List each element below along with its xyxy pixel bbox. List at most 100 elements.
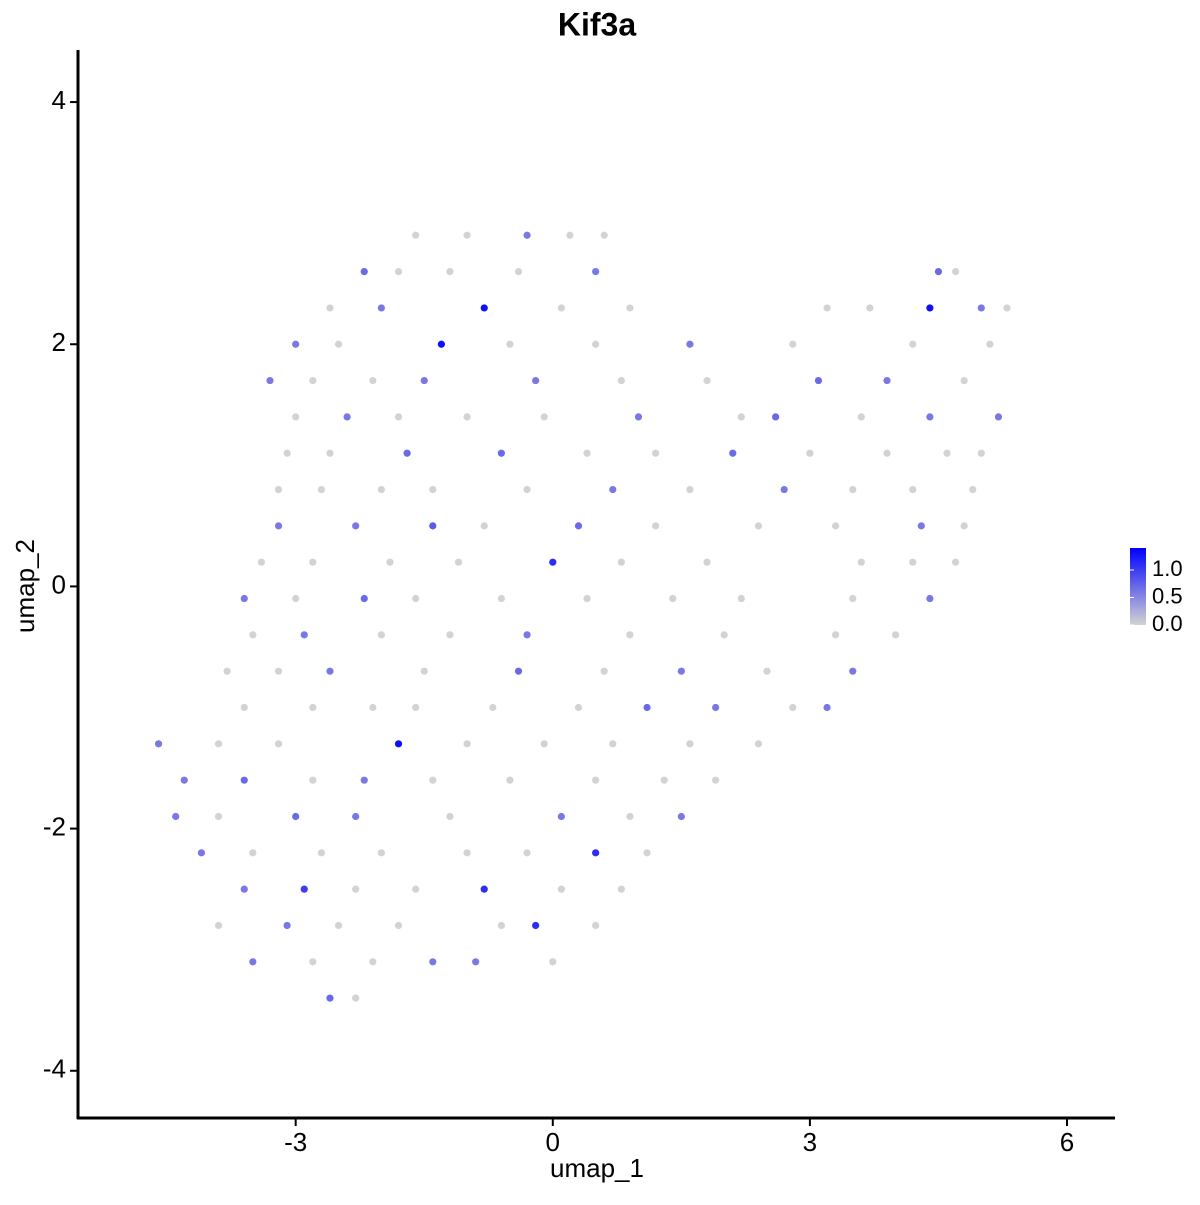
cell-point bbox=[677, 667, 685, 675]
cell-point bbox=[497, 594, 505, 603]
cell-point bbox=[523, 849, 531, 857]
cell-point bbox=[480, 885, 488, 893]
cell-point bbox=[240, 776, 248, 784]
cell-point bbox=[352, 994, 360, 1002]
cell-point bbox=[712, 776, 720, 784]
cell-point bbox=[540, 740, 548, 748]
cell-point bbox=[300, 631, 308, 639]
cell-point bbox=[557, 812, 565, 821]
cell-point bbox=[592, 267, 600, 276]
cell-point bbox=[352, 885, 360, 893]
cell-point bbox=[857, 413, 865, 421]
cell-point bbox=[986, 340, 994, 348]
cell-point bbox=[369, 958, 377, 966]
cell-point bbox=[343, 413, 351, 421]
cell-point bbox=[934, 267, 943, 276]
cell-point bbox=[883, 449, 891, 457]
x-tick-label: -3 bbox=[284, 1127, 307, 1157]
cell-point bbox=[463, 849, 471, 857]
cell-point bbox=[592, 776, 600, 784]
cell-point bbox=[951, 558, 960, 566]
cell-point bbox=[429, 485, 437, 494]
cell-point bbox=[737, 594, 745, 603]
cell-point bbox=[249, 631, 257, 639]
cell-point bbox=[883, 376, 891, 385]
cell-point bbox=[574, 703, 583, 712]
cell-point bbox=[592, 340, 600, 348]
cell-point bbox=[489, 703, 497, 712]
y-tick-label: -2 bbox=[43, 811, 66, 841]
cell-point bbox=[480, 522, 488, 530]
cell-point bbox=[703, 376, 711, 385]
cell-point bbox=[1003, 304, 1011, 312]
cell-point bbox=[617, 376, 625, 385]
cell-point bbox=[480, 304, 488, 312]
cell-point bbox=[360, 776, 368, 784]
colorbar-tick-label: 0.0 bbox=[1152, 611, 1183, 636]
cell-point bbox=[463, 231, 471, 239]
cell-point bbox=[240, 594, 248, 603]
cell-point bbox=[249, 849, 257, 857]
cell-point bbox=[849, 667, 857, 675]
cell-point bbox=[497, 449, 505, 457]
cell-point bbox=[532, 376, 540, 385]
colorbar bbox=[1130, 548, 1146, 625]
cell-point bbox=[300, 885, 308, 893]
cell-point bbox=[309, 703, 317, 712]
cell-point bbox=[909, 485, 917, 494]
cell-point bbox=[720, 631, 728, 639]
cell-point bbox=[429, 522, 437, 530]
cell-point bbox=[497, 921, 505, 930]
cell-point bbox=[420, 376, 428, 385]
cell-point bbox=[600, 231, 608, 239]
cell-point bbox=[292, 340, 300, 348]
cell-point bbox=[960, 376, 968, 385]
cell-point bbox=[892, 631, 900, 639]
cell-point bbox=[249, 958, 257, 966]
cell-point bbox=[412, 594, 420, 603]
cell-point bbox=[309, 776, 317, 784]
cell-point bbox=[789, 340, 797, 348]
cell-point bbox=[754, 740, 763, 748]
cell-point bbox=[317, 849, 325, 857]
cell-point bbox=[592, 921, 600, 930]
cell-point bbox=[394, 921, 403, 930]
cell-point bbox=[557, 304, 565, 312]
cell-point bbox=[686, 340, 694, 348]
cell-point bbox=[394, 267, 403, 276]
cell-point bbox=[626, 304, 634, 312]
cell-point bbox=[197, 849, 206, 857]
cell-point bbox=[506, 340, 514, 348]
cell-point bbox=[574, 522, 583, 530]
cell-point bbox=[772, 413, 780, 421]
cell-point bbox=[172, 812, 180, 821]
cell-point bbox=[763, 667, 771, 675]
cell-point bbox=[686, 740, 694, 748]
cell-point bbox=[429, 958, 437, 966]
cell-point bbox=[814, 376, 823, 385]
cell-point bbox=[737, 413, 745, 421]
cell-point bbox=[909, 558, 917, 566]
cell-point bbox=[583, 594, 591, 603]
cell-point bbox=[703, 558, 711, 566]
cell-point bbox=[326, 994, 334, 1002]
cell-point bbox=[283, 449, 291, 457]
cell-point bbox=[583, 449, 591, 457]
cell-point bbox=[334, 340, 343, 348]
chart-title: Kif3a bbox=[558, 6, 636, 42]
cell-point bbox=[420, 667, 428, 675]
cell-point bbox=[523, 485, 531, 494]
cell-point bbox=[412, 703, 420, 712]
cell-point bbox=[849, 485, 857, 494]
cell-point bbox=[446, 267, 454, 276]
cell-point bbox=[257, 558, 266, 566]
cell-point bbox=[523, 631, 531, 639]
cell-point bbox=[463, 413, 471, 421]
cell-point bbox=[326, 304, 334, 312]
cell-point bbox=[412, 885, 420, 893]
cell-point bbox=[549, 558, 557, 566]
colorbar-tick-label: 0.5 bbox=[1152, 583, 1183, 608]
cell-point bbox=[369, 376, 377, 385]
cell-point bbox=[523, 231, 531, 239]
